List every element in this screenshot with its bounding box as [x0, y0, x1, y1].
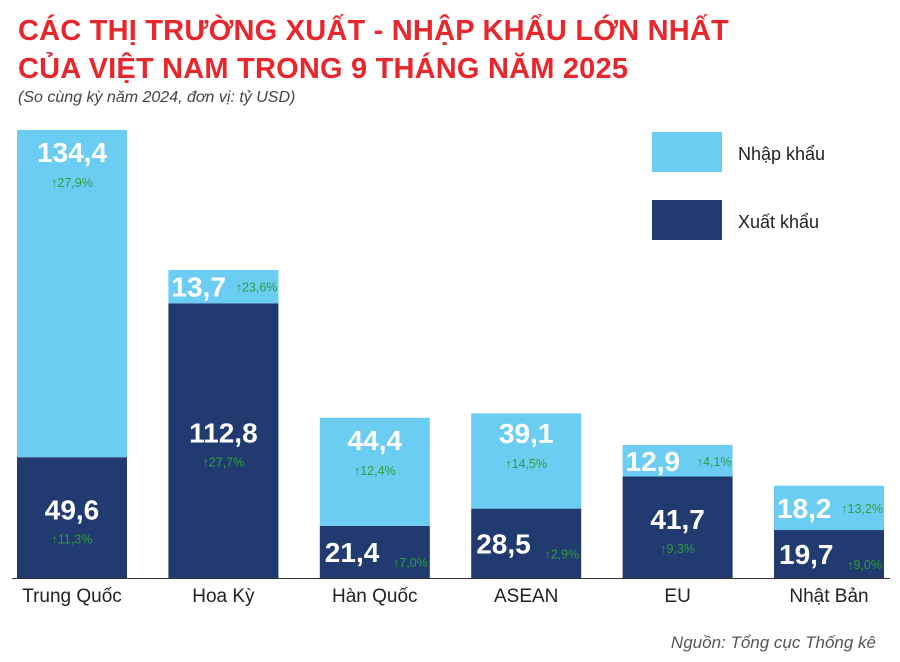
bar-import-5: [774, 485, 884, 531]
bar-export-0: [17, 457, 127, 578]
legend-label-export: Xuất khẩu: [738, 212, 820, 232]
chart-title: CÁC THỊ TRƯỜNG XUẤT - NHẬP KHẨU LỚN NHẤT…: [18, 12, 729, 88]
bar-export-2: [319, 525, 430, 578]
legend-swatch-import: [652, 132, 722, 172]
bar-import-0: [17, 129, 127, 458]
data-label-import-0: 134,4: [37, 137, 107, 168]
data-label-export-4: 41,7: [650, 504, 705, 535]
source-note: Nguồn: Tổng cục Thống kê: [670, 633, 876, 652]
data-label-export-5: 19,7: [779, 539, 834, 570]
bar-export-4: [622, 476, 733, 578]
growth-label-import-1: ↑23,6%: [236, 281, 278, 295]
chart-title-line-2: CỦA VIỆT NAM TRONG 9 THÁNG NĂM 2025: [18, 53, 629, 85]
data-label-export-2: 21,4: [325, 537, 380, 568]
bar-import-4: [622, 445, 733, 477]
growth-label-import-3: ↑14,5%: [505, 457, 547, 471]
chart-subtitle: (So cùng kỳ năm 2024, đơn vị: tỷ USD): [18, 89, 296, 106]
category-label-4: EU: [664, 586, 690, 607]
growth-label-import-0: ↑27,9%: [51, 176, 93, 190]
category-label-5: Nhật Bản: [789, 586, 868, 607]
data-label-export-0: 49,6: [45, 495, 100, 526]
growth-label-import-5: ↑13,2%: [841, 502, 883, 516]
growth-label-export-5: ↑9,0%: [847, 558, 882, 572]
bar-import-1: [168, 269, 279, 304]
data-label-import-1: 13,7: [171, 272, 226, 303]
category-label-0: Trung Quốc: [22, 586, 122, 607]
data-label-import-5: 18,2: [777, 493, 832, 524]
legend-label-import: Nhập khẩu: [738, 144, 826, 164]
growth-label-export-2: ↑7,0%: [393, 556, 428, 570]
growth-label-import-4: ↑4,1%: [697, 455, 732, 469]
growth-label-export-1: ↑27,7%: [203, 456, 245, 470]
bar-export-3: [471, 508, 582, 578]
data-label-import-2: 44,4: [348, 425, 403, 456]
bar-export-5: [774, 530, 884, 578]
growth-label-export-3: ↑2,9%: [544, 547, 579, 561]
data-label-import-3: 39,1: [499, 418, 554, 449]
category-label-2: Hàn Quốc: [332, 586, 418, 607]
category-label-3: ASEAN: [494, 586, 558, 607]
bar-import-3: [471, 413, 582, 509]
data-label-import-4: 12,9: [626, 446, 681, 477]
growth-label-import-2: ↑12,4%: [354, 464, 396, 478]
chart-title-line-1: CÁC THỊ TRƯỜNG XUẤT - NHẬP KHẨU LỚN NHẤT: [18, 15, 729, 47]
data-label-export-3: 28,5: [476, 528, 531, 559]
category-label-1: Hoa Kỳ: [192, 586, 255, 607]
bar-export-1: [168, 303, 279, 578]
growth-label-export-0: ↑11,3%: [52, 533, 93, 547]
bar-import-2: [319, 417, 430, 526]
legend-swatch-export: [652, 200, 722, 240]
data-label-export-1: 112,8: [189, 418, 258, 449]
growth-label-export-4: ↑9,3%: [660, 542, 695, 556]
